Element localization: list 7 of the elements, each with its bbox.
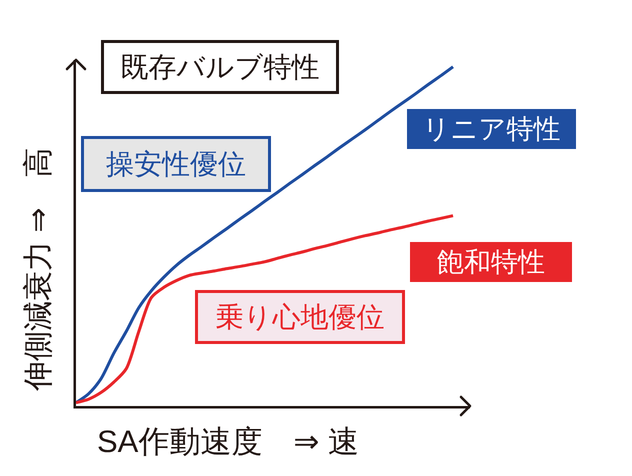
- annotation: 既存バルブ特性: [120, 52, 320, 82]
- annotation: 乗り心地優位: [216, 302, 384, 332]
- series-label: リニア特性: [422, 114, 560, 144]
- annotation: 操安性優位: [106, 148, 246, 180]
- x-axis-title: SA作動速度 ⇒ 速: [97, 424, 359, 459]
- y-axis-title: 伸側減衰力 ⇒ 高: [22, 148, 55, 392]
- series-label: 飽和特性: [437, 247, 545, 277]
